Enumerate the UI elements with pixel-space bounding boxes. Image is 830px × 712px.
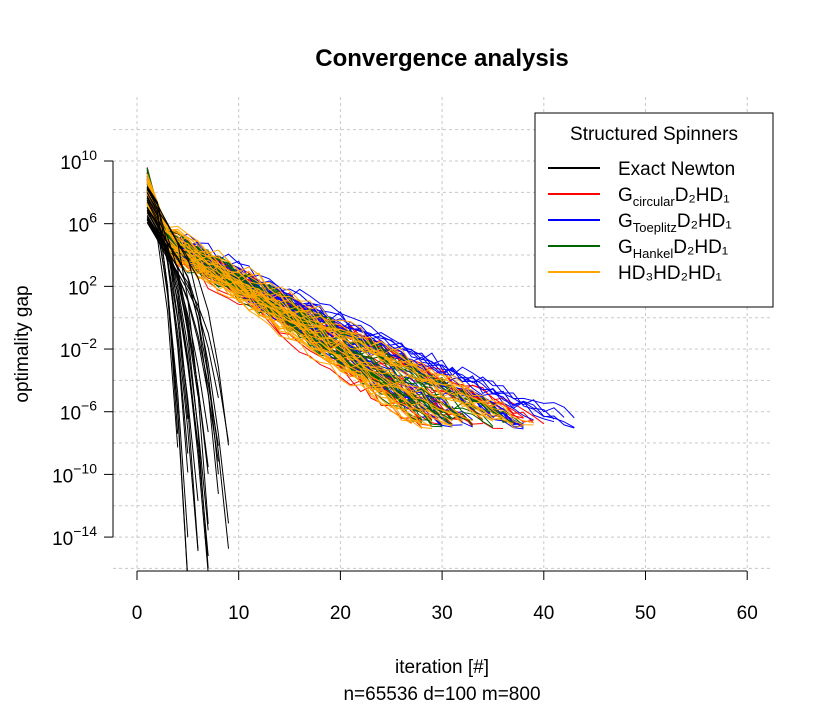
legend-entry-label: GcircularD₂HD₁ <box>618 185 730 209</box>
legend-entry-label: GHankelD₂HD₁ <box>618 237 728 261</box>
series-run-line <box>146 176 524 425</box>
y-axis-ticks: 1010 106 102 10−2 10−6 10−10 10−14 <box>52 147 113 550</box>
x-tick-label: 60 <box>737 603 758 624</box>
series-run-line <box>146 183 423 430</box>
x-tick-label: 0 <box>132 603 143 624</box>
grid-lines <box>113 97 773 571</box>
series-run-line <box>146 177 534 426</box>
series-lines <box>146 167 575 571</box>
series-run-line <box>146 188 179 434</box>
series-run-line <box>146 202 575 428</box>
series-run-line <box>146 199 453 422</box>
series-run-line <box>146 209 209 468</box>
series-run-line <box>146 186 189 420</box>
legend-title: Structured Spinners <box>570 124 738 145</box>
series-run-line <box>146 206 199 550</box>
y-tick-label: 10−6 <box>60 398 97 425</box>
series-run-line <box>146 215 209 571</box>
x-axis-subtitle: n=65536 d=100 m=800 <box>343 684 540 705</box>
x-tick-label: 20 <box>330 603 351 624</box>
y-tick-label: 106 <box>68 210 97 237</box>
series-run-line <box>146 190 463 424</box>
series-run-line <box>146 189 423 425</box>
series-run-line <box>146 180 453 428</box>
y-tick-label: 10−2 <box>60 335 97 362</box>
legend-box <box>534 112 774 308</box>
series-run-line <box>146 219 219 462</box>
x-tick-label: 30 <box>432 603 453 624</box>
series-run-line <box>146 173 514 426</box>
y-tick-label: 102 <box>68 272 97 299</box>
series-run-line <box>146 207 188 571</box>
series-run-line <box>146 193 423 425</box>
series-run-line <box>146 171 473 426</box>
series-run-line <box>146 174 514 425</box>
series-run-line <box>146 216 229 549</box>
legend-entry-label: Exact Newton <box>618 159 735 180</box>
series-run-line <box>146 179 534 424</box>
x-tick-label: 10 <box>228 603 249 624</box>
x-axis-label: iteration [#] <box>395 657 489 678</box>
series-run-line <box>146 173 433 423</box>
series-run-line <box>146 198 534 421</box>
series-run-line <box>146 218 219 398</box>
legend-entries: Exact Newton GcircularD₂HD₁GToeplitzD₂HD₁… <box>548 159 735 284</box>
legend: Structured Spinners Exact Newton Gcircula… <box>534 112 774 308</box>
series-run-line <box>146 181 473 422</box>
y-tick-label: 10−10 <box>52 460 97 487</box>
series-run-line <box>146 201 199 501</box>
series-run-line <box>146 209 229 524</box>
y-axis-label: optimality gap <box>12 285 33 402</box>
series-run-line <box>146 200 494 419</box>
chart-title: Convergence analysis <box>315 45 568 72</box>
series-run-line <box>146 198 575 429</box>
y-tick-label: 10−14 <box>52 523 97 550</box>
series-run-line <box>146 187 189 473</box>
series-run-line <box>146 211 209 531</box>
x-tick-label: 50 <box>635 603 656 624</box>
y-tick-label: 1010 <box>60 147 97 174</box>
legend-entry-label: GToeplitzD₂HD₁ <box>618 211 732 235</box>
series-run-line <box>146 173 514 418</box>
x-tick-label: 40 <box>533 603 554 624</box>
legend-entry-label: HD₃HD₂HD₁ <box>618 263 722 284</box>
x-axis-ticks: 0 10 20 30 40 50 60 <box>132 571 758 624</box>
series-run-line <box>146 197 199 552</box>
